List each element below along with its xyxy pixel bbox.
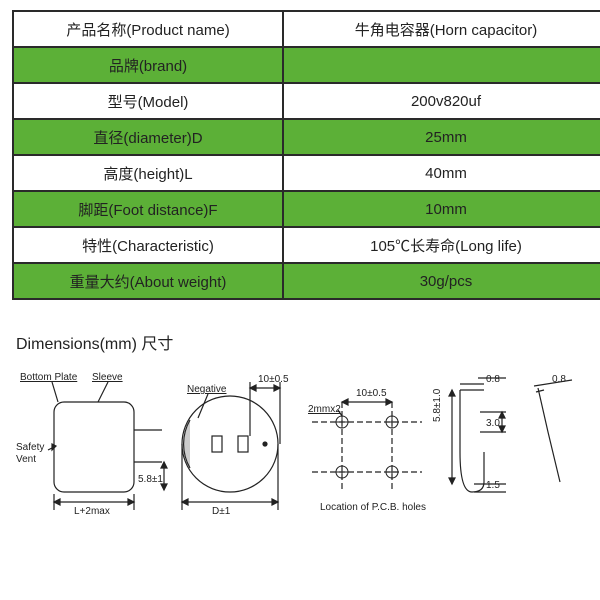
spec-table: 产品名称(Product name)牛角电容器(Horn capacitor)品… <box>12 10 600 300</box>
spec-label: 脚距(Foot distance)F <box>13 191 283 227</box>
diagram-svg <box>12 362 588 532</box>
spec-value: 牛角电容器(Horn capacitor) <box>283 11 600 47</box>
spec-value: 200v820uf <box>283 83 600 119</box>
spec-label: 直径(diameter)D <box>13 119 283 155</box>
table-row: 高度(height)L40mm <box>13 155 600 191</box>
dimensions-title: Dimensions(mm) 尺寸 <box>16 330 588 354</box>
spec-value: 30g/pcs <box>283 263 600 299</box>
spec-value <box>283 47 600 83</box>
spec-value: 40mm <box>283 155 600 191</box>
table-row: 特性(Characteristic)105℃长寿命(Long life) <box>13 227 600 263</box>
spec-label: 品牌(brand) <box>13 47 283 83</box>
spec-value: 25mm <box>283 119 600 155</box>
spec-label: 特性(Characteristic) <box>13 227 283 263</box>
table-row: 直径(diameter)D25mm <box>13 119 600 155</box>
table-row: 型号(Model)200v820uf <box>13 83 600 119</box>
table-row: 重量大约(About weight)30g/pcs <box>13 263 600 299</box>
dimensions-diagram: Bottom Plate Sleeve Safety Vent JCCON L+… <box>12 362 588 532</box>
spec-label: 重量大约(About weight) <box>13 263 283 299</box>
table-row: 产品名称(Product name)牛角电容器(Horn capacitor) <box>13 11 600 47</box>
spec-value: 10mm <box>283 191 600 227</box>
spec-label: 高度(height)L <box>13 155 283 191</box>
spec-label: 产品名称(Product name) <box>13 11 283 47</box>
spec-value: 105℃长寿命(Long life) <box>283 227 600 263</box>
spec-label: 型号(Model) <box>13 83 283 119</box>
table-row: 脚距(Foot distance)F10mm <box>13 191 600 227</box>
table-row: 品牌(brand) <box>13 47 600 83</box>
